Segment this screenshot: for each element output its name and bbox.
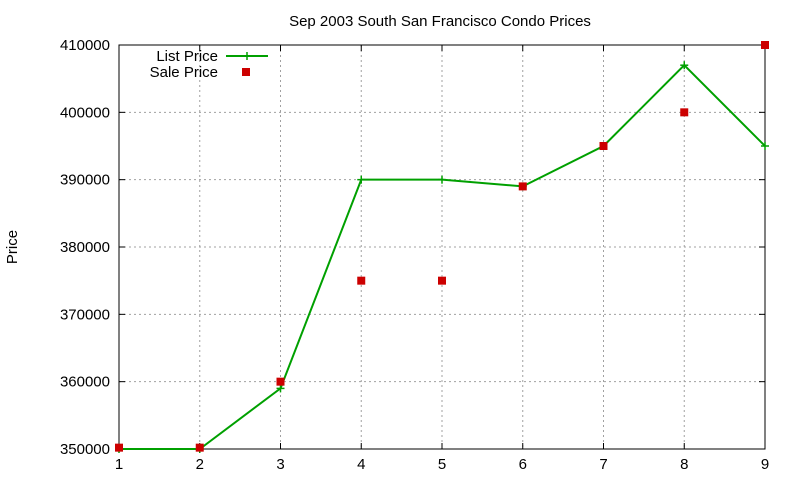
legend-label-sale-price: Sale Price [150, 64, 218, 81]
x-tick-label: 1 [115, 456, 123, 473]
sale-price-point [438, 276, 446, 285]
sale-price-point [599, 142, 608, 150]
chart-title: Sep 2003 South San Francisco Condo Price… [289, 13, 591, 30]
y-tick-label: 360000 [60, 374, 110, 391]
legend-sample-sale-square [242, 68, 250, 76]
x-tick-label: 3 [276, 456, 284, 473]
tick-labels: 1 2 3 4 5 6 7 8 9 350000 360000 370000 380000 390000 4… [60, 37, 769, 473]
sale-price-point [518, 182, 527, 191]
x-tick-label: 2 [196, 456, 204, 473]
y-tick-label: 410000 [60, 37, 110, 54]
sale-price-point [276, 377, 285, 386]
grid-lines [119, 45, 765, 449]
y-tick-label: 350000 [60, 441, 110, 458]
x-tick-label: 5 [438, 456, 446, 473]
sale-price-point [680, 108, 689, 117]
y-tick-label: 380000 [60, 239, 110, 256]
y-axis-label: Price [4, 230, 21, 264]
y-tick-label: 400000 [60, 104, 110, 121]
sale-price-point [195, 443, 204, 452]
x-tick-label: 4 [357, 456, 365, 473]
plot-border [118, 44, 766, 450]
list-price-point [761, 142, 769, 150]
legend: List Price Sale Price [150, 48, 268, 81]
list-price-series [115, 61, 769, 453]
list-price-point [276, 384, 285, 393]
legend-label-list-price: List Price [156, 48, 218, 65]
y-tick-label: 370000 [60, 306, 110, 323]
sale-price-point [761, 41, 769, 49]
list-price-point [438, 175, 446, 184]
x-tick-label: 6 [519, 456, 527, 473]
sale-price-series [115, 41, 769, 452]
y-tick-label: 390000 [60, 172, 110, 189]
x-tick-label: 9 [761, 456, 769, 473]
sale-price-point [115, 443, 123, 452]
x-tick-label: 8 [680, 456, 688, 473]
x-tick-label: 7 [599, 456, 607, 473]
list-price-point [357, 175, 366, 184]
list-price-point [680, 61, 689, 70]
sale-price-point [357, 276, 366, 285]
